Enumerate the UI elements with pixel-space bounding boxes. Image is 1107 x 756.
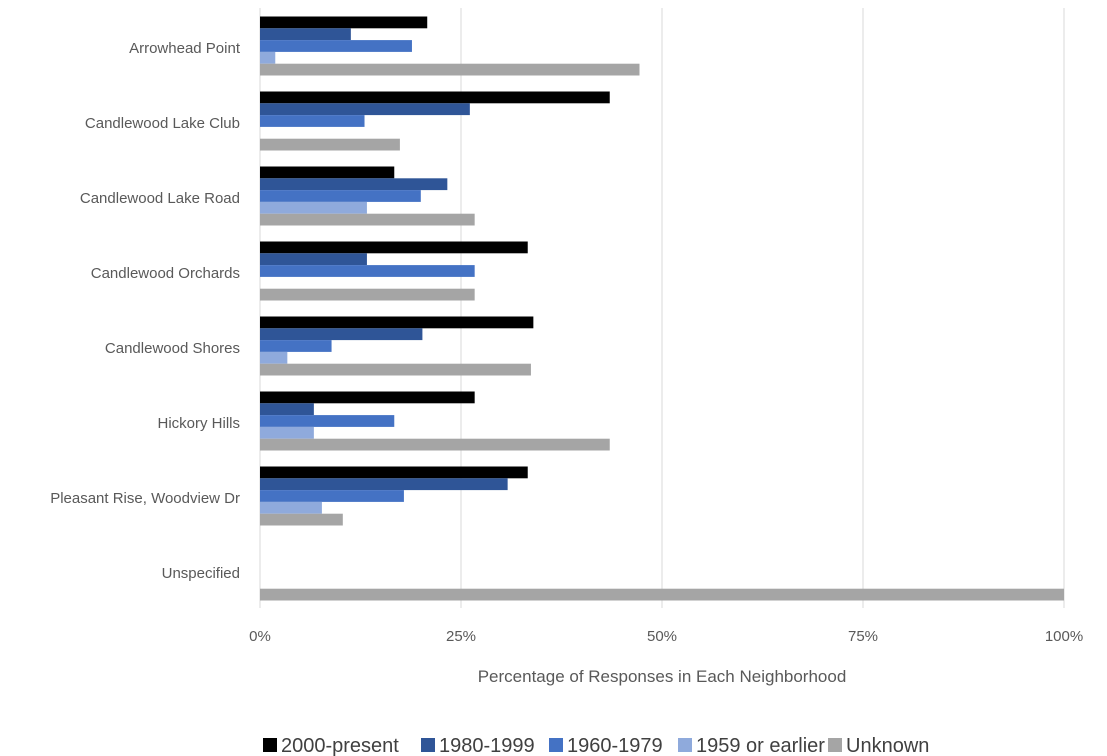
legend-swatch-0 xyxy=(263,738,277,752)
bar-0-1 xyxy=(260,91,610,104)
bar-3-4 xyxy=(260,351,288,364)
bar-1-0 xyxy=(260,28,351,41)
bar-4-2 xyxy=(260,213,475,226)
bar-4-1 xyxy=(260,138,400,151)
bar-4-5 xyxy=(260,438,610,451)
bar-3-0 xyxy=(260,51,276,64)
bar-0-3 xyxy=(260,241,528,254)
category-label: Arrowhead Point xyxy=(129,40,241,57)
bar-0-2 xyxy=(260,166,395,179)
legend-label-3: 1959 or earlier xyxy=(696,735,825,756)
bar-2-4 xyxy=(260,340,332,352)
category-label: Candlewood Shores xyxy=(105,340,240,357)
x-tick-labels: 0% 25% 50% 75% 100% xyxy=(249,628,1083,645)
bars xyxy=(260,16,1064,601)
category-label: Candlewood Lake Club xyxy=(85,115,240,132)
bar-4-3 xyxy=(260,288,475,301)
legend-swatch-3 xyxy=(678,738,692,752)
legend-swatch-4 xyxy=(828,738,842,752)
bar-0-5 xyxy=(260,391,475,404)
bar-4-6 xyxy=(260,513,343,526)
bar-2-1 xyxy=(260,115,365,127)
bar-1-3 xyxy=(260,253,367,266)
legend-label-2: 1960-1979 xyxy=(567,735,663,756)
bar-3-5 xyxy=(260,426,314,439)
bar-1-6 xyxy=(260,478,508,491)
bar-3-6 xyxy=(260,501,322,514)
bar-2-5 xyxy=(260,415,395,427)
bar-0-0 xyxy=(260,16,428,29)
x-tick-label: 25% xyxy=(446,628,476,645)
x-tick-label: 75% xyxy=(848,628,878,645)
bar-2-2 xyxy=(260,190,421,202)
bar-2-0 xyxy=(260,40,412,52)
bar-2-6 xyxy=(260,490,404,502)
bar-0-4 xyxy=(260,316,534,329)
bar-3-2 xyxy=(260,201,367,214)
legend-swatch-2 xyxy=(549,738,563,752)
x-tick-label: 100% xyxy=(1045,628,1083,645)
bar-2-3 xyxy=(260,265,475,277)
x-tick-label: 0% xyxy=(249,628,271,645)
bar-0-6 xyxy=(260,466,528,479)
bar-4-0 xyxy=(260,63,640,76)
category-label: Candlewood Orchards xyxy=(91,265,240,282)
legend-label-1: 1980-1999 xyxy=(439,735,535,756)
category-labels: Arrowhead Point Candlewood Lake Club Candl… xyxy=(50,40,241,582)
category-label: Pleasant Rise, Woodview Dr xyxy=(50,490,240,507)
category-label: Candlewood Lake Road xyxy=(80,190,240,207)
legend-label-4: Unknown xyxy=(846,735,929,756)
bar-1-2 xyxy=(260,178,448,191)
x-tick-label: 50% xyxy=(647,628,677,645)
bar-4-7 xyxy=(260,588,1064,601)
bar-4-4 xyxy=(260,363,531,376)
bar-1-1 xyxy=(260,103,470,116)
category-label: Unspecified xyxy=(162,565,240,582)
legend: 2000-present 1980-1999 1960-1979 1959 or ea… xyxy=(263,735,929,756)
x-axis-title: Percentage of Responses in Each Neighbor… xyxy=(478,667,847,686)
legend-swatch-1 xyxy=(421,738,435,752)
category-label: Hickory Hills xyxy=(158,415,241,432)
bar-1-5 xyxy=(260,403,314,416)
bar-1-4 xyxy=(260,328,423,341)
legend-label-0: 2000-present xyxy=(281,735,399,756)
